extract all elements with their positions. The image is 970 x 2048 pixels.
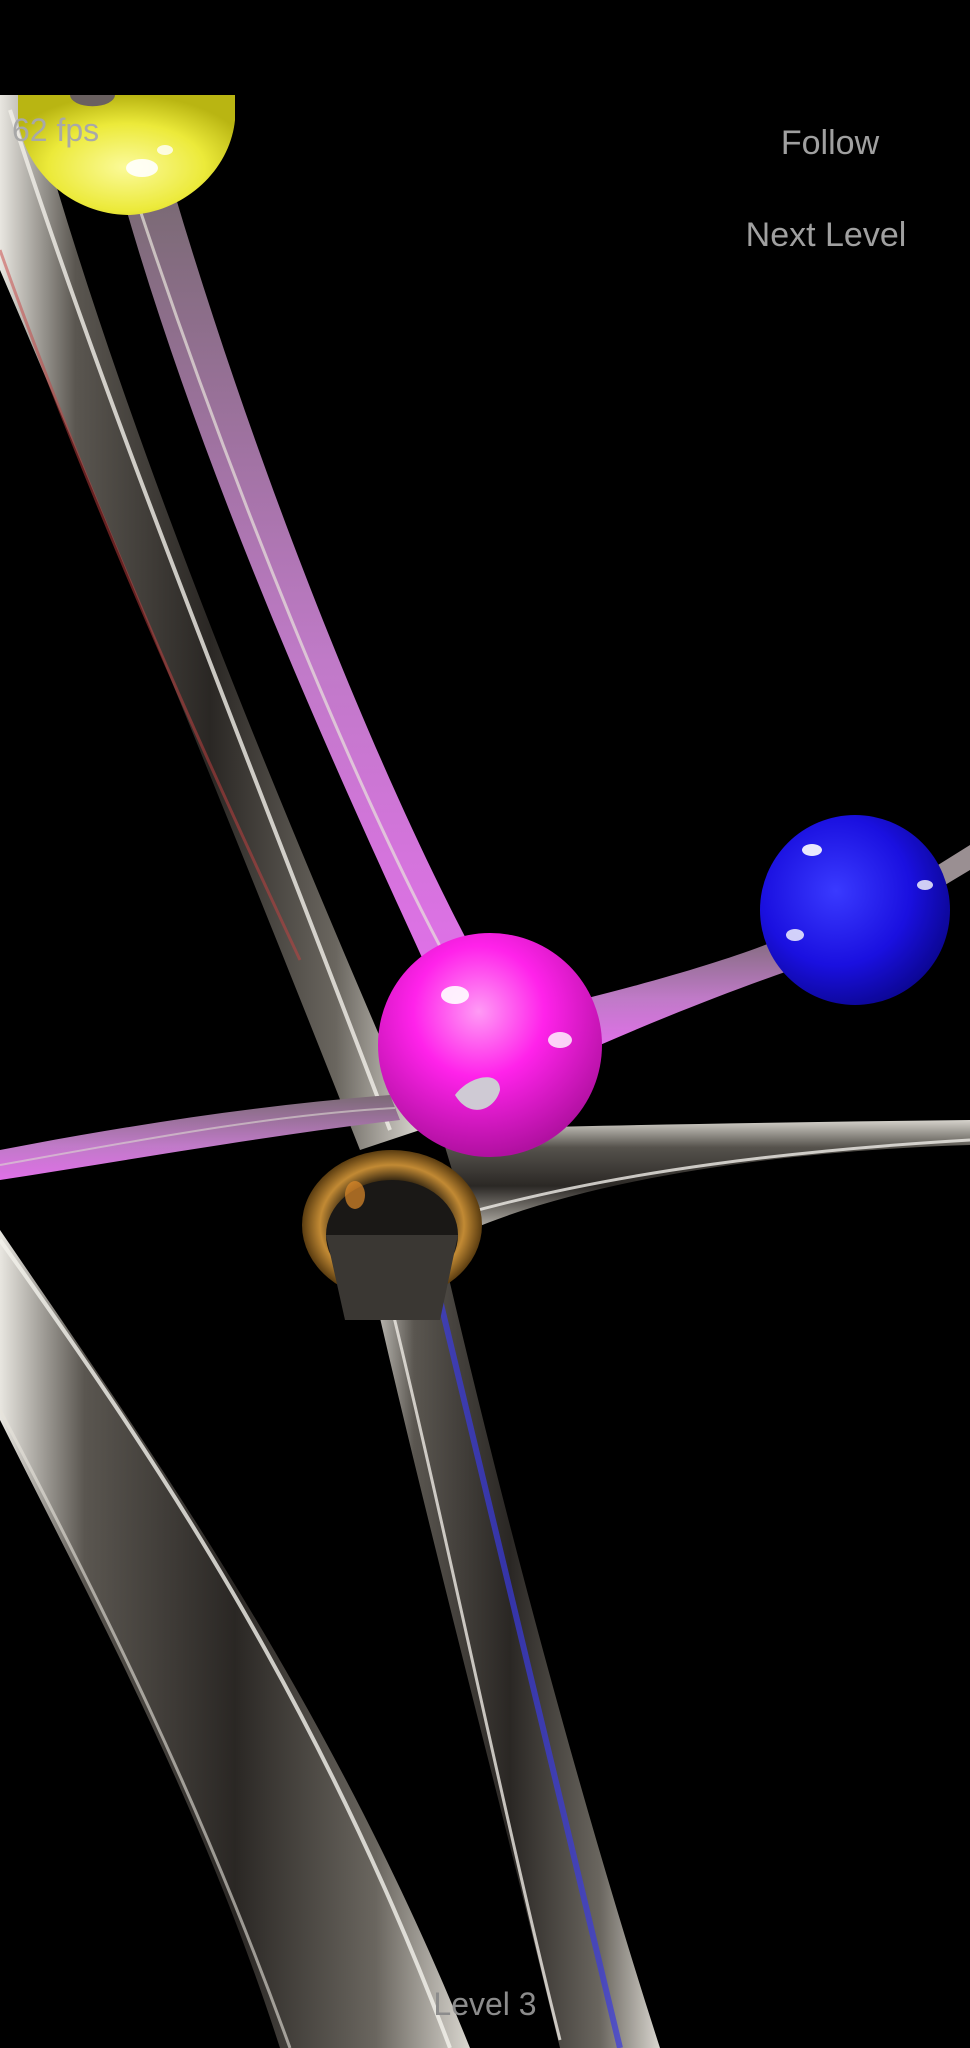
rod-magenta-blue: [580, 930, 820, 1045]
next-level-button[interactable]: Next Level: [745, 216, 907, 254]
follow-button[interactable]: Follow: [780, 124, 880, 162]
rod-top-left: [0, 95, 420, 1150]
rod-lower-left: [0, 1230, 470, 2048]
blue-ball[interactable]: [760, 815, 950, 1005]
yellow-ball[interactable]: [18, 95, 235, 215]
gold-ring[interactable]: [302, 1150, 482, 1320]
rod-yellow-magenta: [125, 195, 480, 975]
rod-right: [440, 1120, 970, 1230]
level-indicator: Level 3: [433, 1986, 537, 2022]
magenta-ball[interactable]: [378, 933, 602, 1157]
rod-bottom: [360, 1230, 660, 2048]
fps-counter: 62 fps: [12, 112, 100, 148]
